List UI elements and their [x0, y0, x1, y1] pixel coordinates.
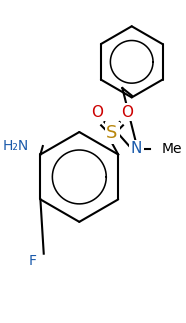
Text: O: O: [121, 105, 133, 120]
Text: H₂N: H₂N: [3, 139, 29, 153]
Text: S: S: [106, 124, 118, 142]
Text: Me: Me: [162, 142, 182, 156]
Text: N: N: [131, 141, 142, 156]
Text: F: F: [28, 254, 36, 268]
Text: O: O: [91, 105, 103, 120]
